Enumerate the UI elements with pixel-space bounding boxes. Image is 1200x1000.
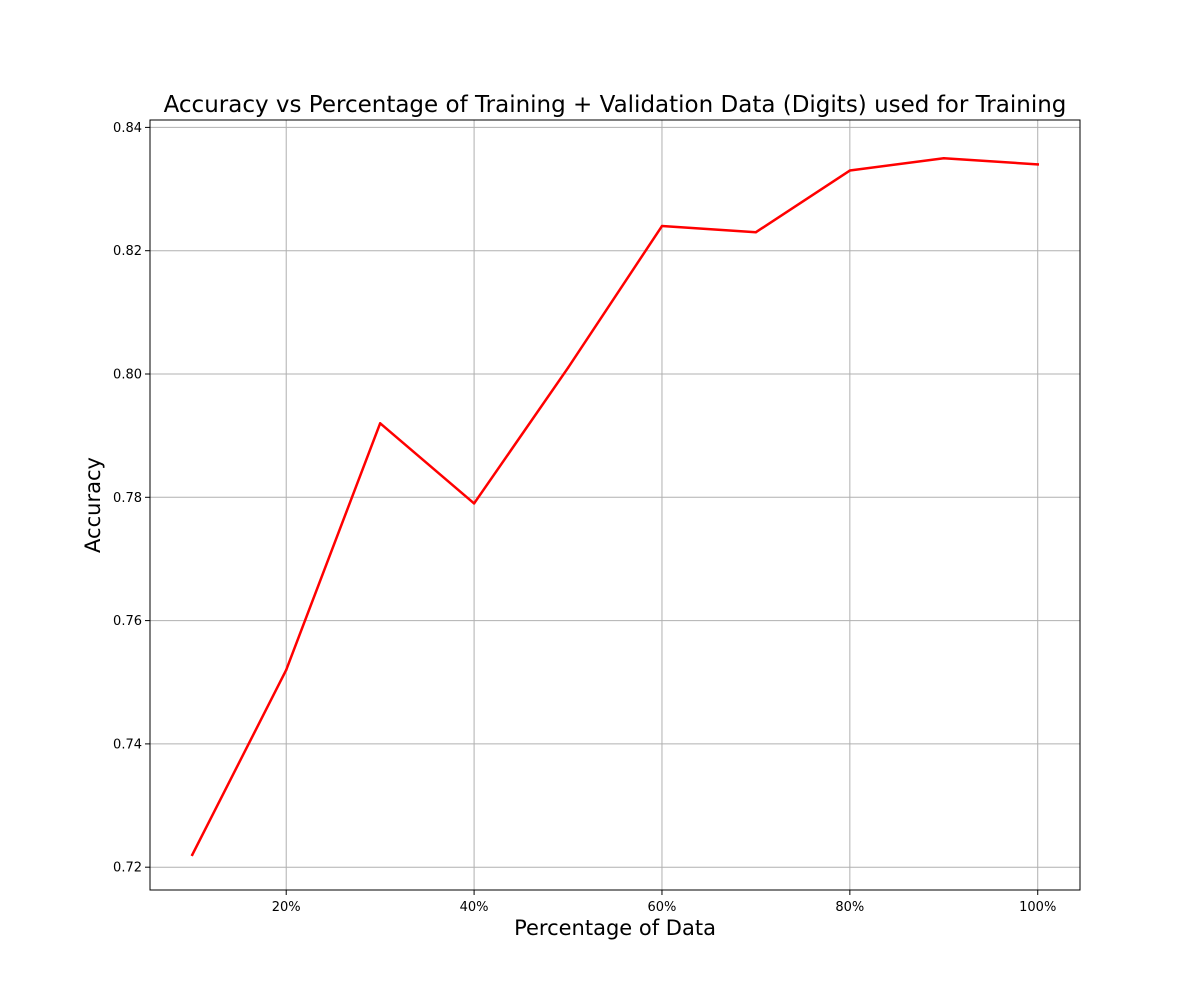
y-tick-label: 0.84 xyxy=(113,121,142,136)
data-point xyxy=(1036,163,1039,166)
data-point xyxy=(285,668,288,672)
y-tick-label: 0.82 xyxy=(113,244,142,259)
chart-title: Accuracy vs Percentage of Training + Val… xyxy=(164,92,1067,118)
x-tick-label: 60% xyxy=(648,900,677,915)
data-point xyxy=(848,169,852,172)
y-tick-label: 0.78 xyxy=(113,491,142,506)
x-axis-ticks: 20% 40% 60% 80% 100% xyxy=(272,890,1056,915)
series-line xyxy=(190,156,1040,857)
plot-frame xyxy=(149,119,1081,891)
x-axis-title: Percentage of Data xyxy=(514,916,716,940)
data-point xyxy=(566,366,570,370)
y-tick-label: 0.74 xyxy=(113,737,142,752)
x-tick-label: 40% xyxy=(460,900,489,915)
series-group xyxy=(190,156,1040,857)
x-tick-label: 100% xyxy=(1019,900,1056,915)
x-tick-label: 80% xyxy=(835,900,864,915)
y-tick-label: 0.72 xyxy=(113,861,142,876)
data-point xyxy=(378,422,382,425)
y-tick-label: 0.80 xyxy=(113,367,142,382)
x-tick-label: 20% xyxy=(272,900,301,915)
y-axis-title: Accuracy xyxy=(81,457,105,553)
data-point xyxy=(942,157,945,160)
data-point xyxy=(472,502,476,505)
data-point xyxy=(660,224,664,228)
data-point xyxy=(754,231,758,234)
y-tick-label: 0.76 xyxy=(113,614,142,629)
data-point xyxy=(191,853,194,857)
y-axis-ticks: 0.72 0.74 0.76 0.78 0.80 0.82 0.84 xyxy=(113,121,150,876)
